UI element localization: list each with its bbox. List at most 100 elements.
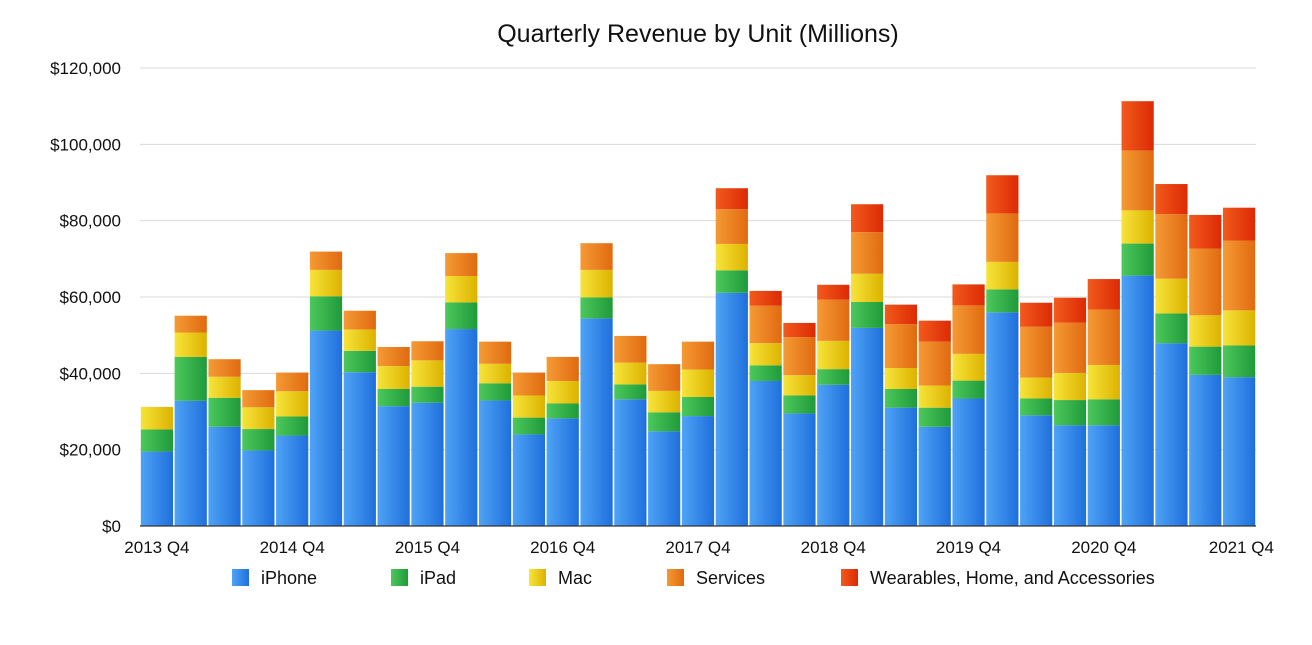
bar-segment: [140, 451, 174, 526]
bar-segment: [952, 380, 985, 399]
bar-segment: [850, 204, 884, 233]
bar-segment: [986, 175, 1019, 214]
x-axis: 2013 Q4 2014 Q4 2015 Q4 2016 Q4 2017 Q4 2018 …: [124, 525, 1274, 557]
bar-segment: [986, 261, 1019, 290]
bar-segment: [1020, 415, 1053, 526]
bar-segment: [478, 363, 512, 384]
bar-segment: [1121, 150, 1154, 211]
legend-label: Wearables, Home, and Accessories: [870, 568, 1155, 588]
x-tick-label: 2017 Q4: [665, 538, 730, 557]
bar-segment: [411, 386, 444, 403]
bar-segment: [783, 375, 816, 396]
bar-segment: [478, 400, 512, 526]
x-tick-label: 2018 Q4: [801, 538, 866, 557]
bar-segment: [986, 289, 1019, 313]
bar-segment: [1020, 302, 1053, 327]
bar-segment: [1020, 398, 1053, 416]
bar-segment: [1020, 326, 1053, 378]
bar-segment: [1053, 400, 1087, 426]
bar-segment: [648, 364, 681, 391]
bar-segment: [783, 337, 816, 376]
bar-segment: [648, 390, 681, 413]
bar-segment: [614, 399, 647, 526]
y-axis: $0 $20,000 $40,000 $60,000 $80,000 $100,000 $1…: [50, 59, 121, 536]
bar-segment: [1121, 275, 1154, 526]
bar-segment: [783, 395, 816, 414]
bar-segment: [242, 429, 275, 451]
bar-segment: [343, 372, 376, 526]
bar-segment: [1189, 248, 1222, 316]
legend-label: iPhone: [261, 568, 317, 588]
bar-segment: [276, 416, 309, 436]
bar-segment: [1222, 310, 1256, 346]
bar-segment: [850, 273, 884, 302]
bar-segment: [952, 398, 985, 526]
bar-segment: [1087, 279, 1120, 310]
bars: [140, 101, 1256, 526]
bar-segment: [343, 310, 376, 330]
x-tick-label: 2020 Q4: [1071, 538, 1136, 557]
bar-segment: [749, 305, 782, 344]
bar-segment: [1222, 240, 1256, 311]
bar-segment: [817, 340, 850, 370]
bar-segment: [1121, 243, 1154, 276]
legend: iPhone iPad Mac Services Wearables, Home, an…: [232, 568, 1155, 588]
y-tick-label: $0: [102, 517, 121, 536]
bar-segment: [986, 213, 1019, 262]
bar-segment: [546, 356, 579, 381]
bar-segment: [648, 412, 681, 432]
bar-segment: [614, 335, 647, 363]
bar-segment: [817, 384, 850, 526]
bar-segment: [952, 284, 985, 306]
bar-segment: [681, 341, 715, 370]
bar-segment: [817, 369, 850, 385]
bar-segment: [1053, 322, 1087, 373]
bar-segment: [546, 418, 579, 526]
bar-segment: [411, 402, 444, 526]
bar-segment: [1053, 425, 1087, 526]
bar-segment: [478, 383, 512, 401]
bar-segment: [512, 372, 546, 396]
bar-segment: [1155, 214, 1188, 279]
bar-segment: [918, 426, 951, 526]
bar-segment: [445, 302, 478, 330]
bar-segment: [377, 388, 410, 407]
bar-segment: [512, 434, 546, 526]
legend-label: Services: [696, 568, 765, 588]
bar-segment: [1189, 374, 1222, 526]
bar-segment: [1087, 399, 1120, 426]
legend-swatch: [391, 569, 408, 586]
x-tick-label: 2014 Q4: [260, 538, 325, 557]
bar-segment: [1121, 101, 1154, 151]
bar-segment: [208, 426, 241, 526]
bar-segment: [343, 329, 376, 351]
bar-segment: [512, 395, 546, 418]
bar-segment: [715, 292, 748, 526]
x-tick-label: 2019 Q4: [936, 538, 1001, 557]
bar-segment: [681, 397, 715, 417]
bar-segment: [1155, 313, 1188, 344]
bar-segment: [850, 327, 884, 526]
bar-segment: [918, 320, 951, 342]
bar-segment: [174, 356, 207, 401]
bar-segment: [309, 330, 343, 526]
legend-label: Mac: [558, 568, 592, 588]
bar-segment: [512, 417, 546, 435]
bar-segment: [276, 391, 309, 417]
bar-segment: [309, 296, 343, 331]
bar-segment: [1087, 309, 1120, 365]
bar-segment: [783, 413, 816, 526]
bar-segment: [580, 269, 613, 298]
legend-swatch: [841, 569, 858, 586]
bar-segment: [749, 290, 782, 306]
bar-segment: [715, 270, 748, 293]
bar-segment: [1053, 297, 1087, 323]
bar-segment: [377, 366, 410, 389]
bar-segment: [478, 341, 512, 364]
bar-segment: [309, 251, 343, 270]
bar-segment: [715, 243, 748, 271]
bar-segment: [681, 416, 715, 526]
bar-segment: [884, 324, 918, 368]
bar-segment: [208, 359, 241, 377]
